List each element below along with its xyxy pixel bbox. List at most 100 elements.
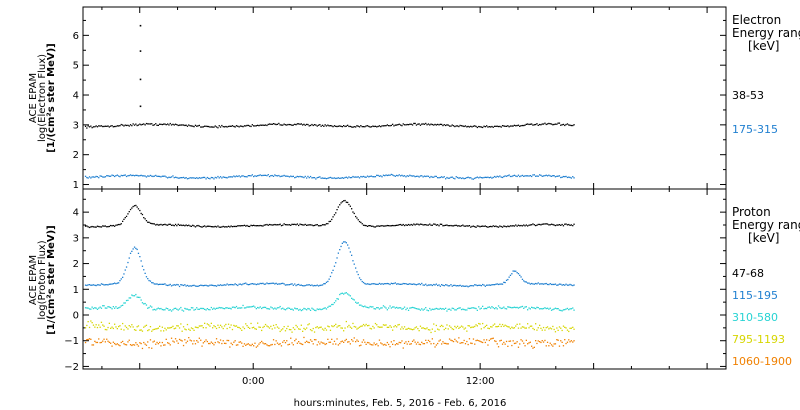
data-point	[352, 175, 354, 178]
proton-panel-frame	[82, 188, 727, 370]
data-point	[501, 307, 504, 309]
data-point	[333, 125, 336, 127]
data-point	[90, 226, 92, 228]
data-point	[178, 285, 181, 288]
data-point	[445, 342, 447, 345]
data-point	[528, 307, 530, 309]
data-point	[562, 325, 565, 327]
data-point	[215, 177, 218, 179]
data-point	[392, 306, 394, 308]
data-point	[397, 307, 399, 309]
data-point	[151, 330, 153, 332]
data-point	[222, 307, 224, 310]
data-point	[99, 284, 101, 286]
data-point	[104, 176, 106, 178]
data-point	[88, 308, 91, 310]
data-point	[385, 174, 387, 176]
data-point	[205, 226, 207, 228]
data-point	[497, 125, 500, 128]
data-point	[172, 284, 174, 286]
data-point	[482, 177, 484, 179]
data-point	[108, 341, 110, 343]
data-point	[271, 307, 273, 309]
data-point	[230, 324, 232, 326]
data-point	[88, 176, 91, 178]
data-point	[466, 309, 468, 311]
data-point	[148, 175, 150, 177]
data-point	[231, 306, 234, 308]
data-point	[124, 217, 126, 219]
data-point	[214, 341, 216, 344]
data-point	[226, 226, 228, 228]
data-point	[84, 307, 87, 309]
data-point	[288, 123, 291, 126]
data-point	[259, 326, 261, 328]
data-point	[448, 177, 451, 179]
data-point	[442, 308, 444, 310]
data-point	[438, 124, 440, 126]
data-point	[539, 341, 541, 343]
data-point	[566, 123, 569, 125]
data-point	[442, 124, 444, 127]
data-point	[366, 341, 369, 344]
data-point	[320, 284, 322, 286]
data-point	[315, 178, 317, 180]
data-point	[504, 343, 506, 345]
data-point	[163, 175, 165, 177]
data-point	[511, 273, 513, 275]
data-point	[257, 306, 259, 309]
data-point	[139, 342, 141, 344]
data-point	[139, 175, 141, 177]
data-point	[501, 343, 504, 345]
data-point	[519, 343, 521, 345]
data-point	[246, 176, 248, 178]
data-point	[225, 226, 227, 228]
data-point	[140, 260, 142, 262]
data-point	[118, 307, 120, 309]
data-point	[405, 283, 407, 285]
data-point	[401, 283, 403, 285]
data-point	[455, 327, 457, 329]
data-point	[152, 282, 154, 284]
data-point	[177, 309, 179, 311]
data-point	[464, 225, 467, 227]
data-point	[170, 176, 173, 178]
data-point	[241, 125, 243, 127]
data-point	[304, 328, 306, 331]
data-point	[329, 125, 332, 127]
data-point	[184, 328, 186, 330]
data-point	[164, 123, 166, 125]
data-point	[209, 325, 211, 327]
data-point	[528, 342, 530, 344]
data-point	[479, 308, 481, 310]
data-point	[94, 284, 96, 286]
data-point	[120, 123, 122, 126]
data-point	[320, 326, 322, 328]
data-point	[112, 174, 114, 177]
data-point	[392, 174, 394, 176]
data-point	[439, 285, 441, 287]
data-point	[484, 225, 486, 227]
data-point	[560, 340, 562, 342]
data-point	[111, 174, 113, 176]
data-point	[409, 174, 411, 176]
data-point	[361, 341, 363, 343]
data-point	[484, 325, 486, 328]
data-point	[209, 178, 211, 180]
data-point	[106, 175, 108, 177]
data-point	[311, 123, 313, 126]
data-point	[475, 125, 477, 128]
data-point	[202, 225, 204, 228]
data-point	[419, 325, 422, 327]
data-point	[214, 225, 216, 228]
y-tick-label: −1	[64, 336, 79, 347]
data-point	[554, 176, 557, 178]
data-point	[185, 177, 187, 179]
data-point	[348, 176, 350, 178]
data-point	[259, 342, 261, 344]
data-point	[525, 327, 527, 329]
svg-text:Energy ranges: Energy ranges	[732, 26, 800, 40]
data-point	[306, 284, 308, 286]
data-point	[564, 223, 566, 225]
data-point	[235, 125, 238, 127]
